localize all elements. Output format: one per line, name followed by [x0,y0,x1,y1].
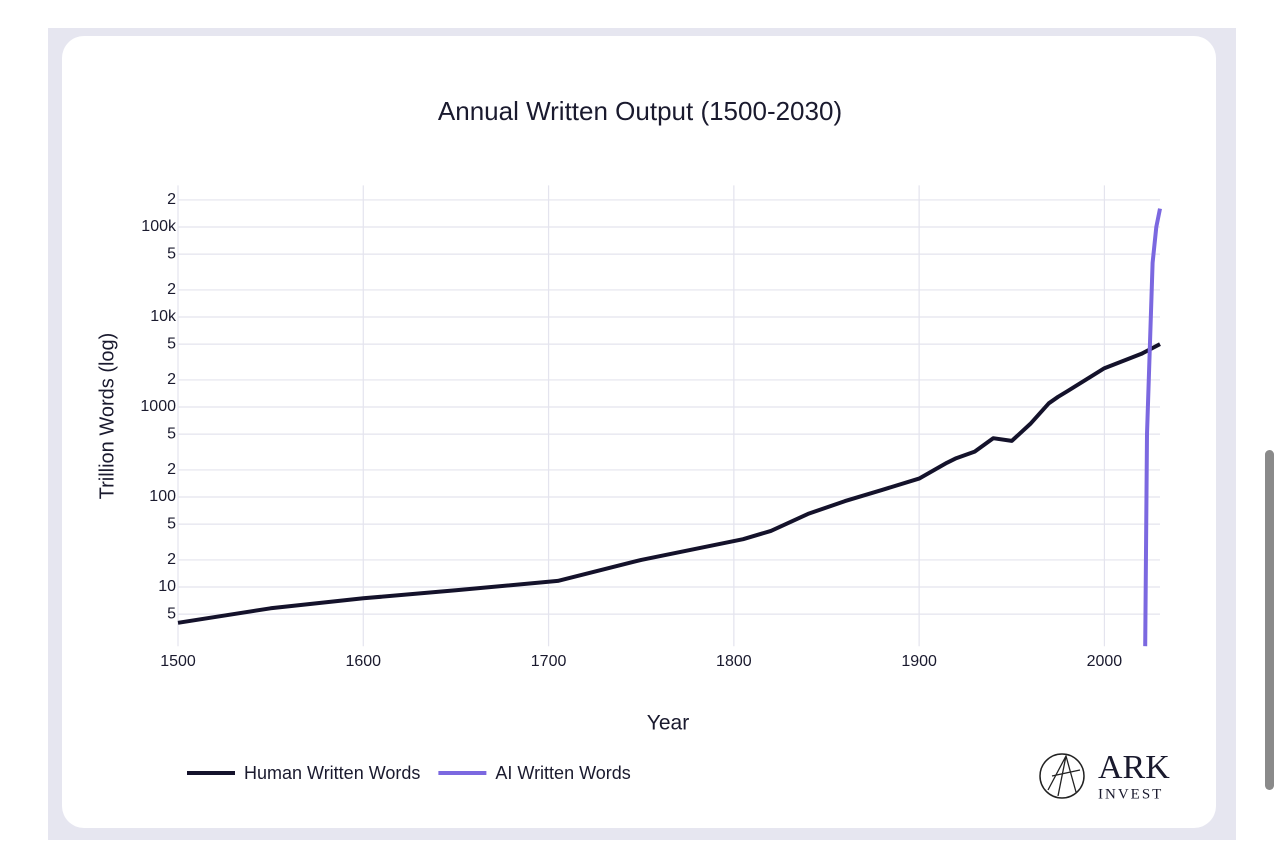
y-tick-label: 5 [167,335,176,352]
x-tick-label: 1700 [531,653,567,670]
logo-mark [1047,754,1081,797]
brand-sub: INVEST [1098,786,1163,802]
x-tick-label: 1800 [716,653,752,670]
y-tick-label: 2 [167,371,176,388]
y-axis-label: Trillion Words (log) [96,333,118,500]
scrollbar[interactable] [1265,450,1274,790]
logo: ARK INVEST [1039,749,1170,802]
brand-name: ARK [1098,749,1170,786]
legend-label: Human Written Words [244,763,420,783]
y-tick-label: 2 [167,191,176,208]
y-tick-label: 10 [158,578,176,595]
legend-label: AI Written Words [495,763,630,783]
y-tick-label: 10k [150,308,177,325]
x-tick-label: 1500 [160,653,196,670]
x-tick-label: 2000 [1087,653,1123,670]
plot [177,185,1162,647]
x-tick-label: 1900 [901,653,937,670]
y-tick-label: 100k [141,218,177,235]
x-axis-label: Year [647,712,689,735]
y-tick-label: 2 [167,461,176,478]
y-tick-label: 5 [167,425,176,442]
y-tick-label: 5 [167,605,176,622]
y-tick-label: 2 [167,551,176,568]
card [62,36,1216,828]
y-tick-label: 2 [167,281,176,298]
series-line [177,342,1161,625]
y-tick-label: 100 [149,488,176,505]
x-tick-label: 1600 [345,653,381,670]
chart-title: Annual Written Output (1500-2030) [438,96,842,126]
logo-circle [1039,753,1085,799]
y-tick-label: 5 [167,515,176,532]
y-tick-label: 5 [167,245,176,262]
y-tick-label: 1000 [140,398,176,415]
series-line [1143,208,1162,647]
